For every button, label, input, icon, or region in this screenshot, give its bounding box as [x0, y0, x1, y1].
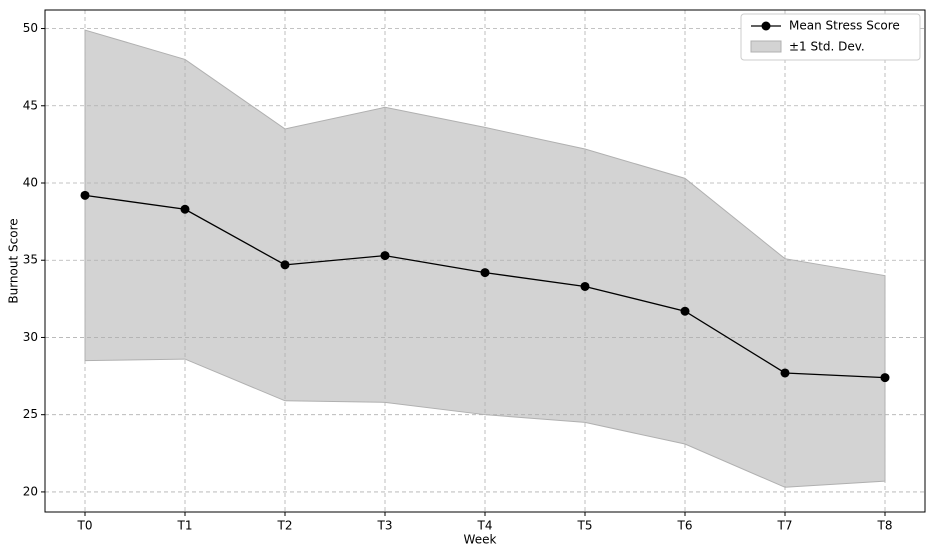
- mean-point: [280, 260, 290, 270]
- y-tick-label: 20: [23, 484, 38, 498]
- mean-point: [80, 190, 90, 200]
- x-tick-label: T6: [677, 519, 693, 533]
- y-tick-label: 45: [23, 98, 38, 112]
- x-tick-label: T3: [377, 519, 393, 533]
- x-tick-label: T1: [177, 519, 193, 533]
- mean-point: [380, 251, 390, 261]
- legend-box: [740, 13, 921, 61]
- mean-point: [180, 204, 190, 214]
- x-tick-label: T0: [77, 519, 93, 533]
- y-tick-label: 50: [23, 21, 38, 35]
- mean-point: [480, 268, 490, 278]
- y-tick-label: 40: [23, 175, 38, 189]
- mean-point: [580, 281, 590, 291]
- legend-label: ±1 Std. Dev.: [789, 40, 865, 54]
- x-tick-label: T8: [877, 519, 893, 533]
- x-tick-label: T2: [277, 519, 293, 533]
- y-tick-label: 30: [23, 330, 38, 344]
- legend-label: Mean Stress Score: [789, 19, 900, 33]
- y-tick-label: 25: [23, 407, 38, 421]
- y-axis-label: Burnout Score: [7, 218, 21, 303]
- mean-point: [780, 368, 790, 378]
- y-tick-label: 35: [23, 253, 38, 267]
- mean-point: [880, 373, 890, 383]
- x-axis-label: Week: [464, 533, 497, 547]
- x-tick-label: T7: [777, 519, 793, 533]
- x-tick-label: T5: [577, 519, 593, 533]
- plot-frame: [44, 9, 926, 513]
- mean-point: [680, 306, 690, 316]
- legend-marker: [761, 21, 771, 31]
- legend-patch: [750, 40, 782, 53]
- x-tick-label: T4: [477, 519, 493, 533]
